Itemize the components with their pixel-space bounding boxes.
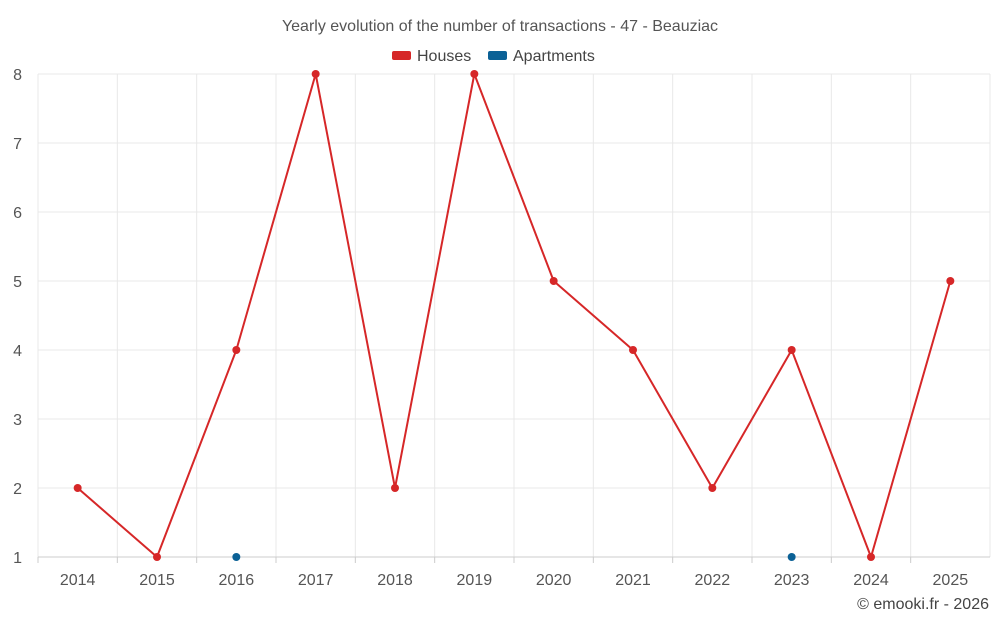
legend-label-apartments[interactable]: Apartments [513,48,595,65]
x-tick-label: 2017 [298,572,334,589]
data-point-apartments[interactable]: Apartments 2016: 1 [232,553,241,561]
x-tick-label: 2019 [457,572,493,589]
x-tick-label: 2014 [60,572,96,589]
x-tick-label: 2022 [695,572,731,589]
y-tick-label: 1 [13,550,22,567]
x-tick-label: 2015 [139,572,175,589]
data-point-houses[interactable]: Houses 2014: 2 [73,484,82,492]
data-point-houses[interactable]: Houses 2019: 8 [470,70,479,78]
credit: © emooki.fr - 2026 [857,596,989,613]
y-tick-label: 3 [13,412,22,429]
data-point-houses[interactable]: Houses 2020: 5 [549,277,558,285]
x-tick-label: 2021 [615,572,651,589]
x-tick-label: 2023 [774,572,810,589]
data-point-houses[interactable]: Houses 2024: 1 [867,553,875,561]
data-point-houses[interactable]: Houses 2016: 4 [232,346,241,354]
data-point-houses[interactable]: Houses 2015: 1 [153,553,161,561]
y-tick-label: 6 [13,205,22,222]
x-tick-label: 2018 [377,572,413,589]
legend-swatch-apartments[interactable] [488,51,507,60]
x-tick-label: 2024 [853,572,889,589]
axes: 1 2 3 4 5 6 7 8 2014 2015 2016 2017 2018 2019 2020 2021… [13,67,990,589]
x-tick-label: 2016 [219,572,255,589]
series-line-houses [77,73,952,558]
data-point-houses[interactable]: Houses 2023: 4 [787,346,796,354]
series: Houses 2014: 2 Houses 2015: 1 Houses 2016:… [73,70,955,561]
y-tick-label: 7 [13,136,22,153]
legend: Houses Apartments [392,48,595,65]
legend-label-houses[interactable]: Houses [417,48,471,65]
data-point-houses[interactable]: Houses 2022: 2 [708,484,717,492]
y-tick-label: 2 [13,481,22,498]
y-tick-label: 5 [13,274,22,291]
data-point-apartments[interactable]: Apartments 2023: 1 [787,553,796,561]
legend-swatch-houses[interactable] [392,51,411,60]
chart-title: Yearly evolution of the number of transa… [282,18,718,35]
y-tick-label: 8 [13,67,22,84]
data-point-houses[interactable]: Houses 2021: 4 [629,346,637,354]
data-point-houses[interactable]: Houses 2025: 5 [946,277,955,285]
data-point-houses[interactable]: Houses 2018: 2 [391,484,399,492]
x-tick-label: 2020 [536,572,572,589]
grid [37,73,991,557]
y-tick-label: 4 [13,343,22,360]
x-tick-label: 2025 [933,572,969,589]
data-point-houses[interactable]: Houses 2017: 8 [311,70,320,78]
